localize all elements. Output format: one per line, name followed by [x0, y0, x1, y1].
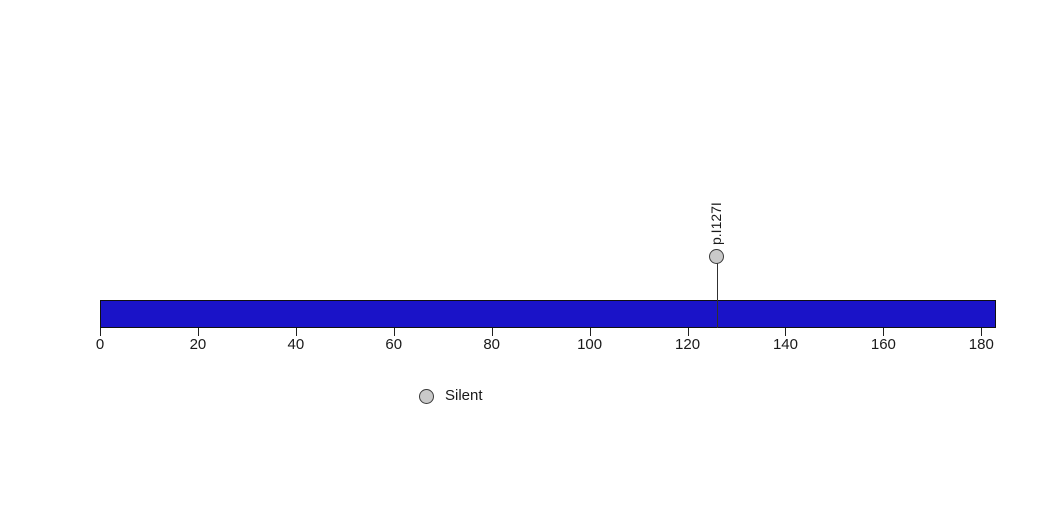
axis-tick-label: 60	[385, 336, 403, 353]
axis-tick	[589, 328, 591, 336]
lollipop-head-marker[interactable]	[709, 248, 725, 264]
axis-tick	[295, 328, 297, 336]
protein-backbone-bar[interactable]	[100, 300, 996, 328]
axis-tick-label: 40	[287, 336, 305, 353]
axis-tick	[393, 328, 395, 336]
axis-tick-label: 120	[675, 336, 701, 353]
axis-tick	[100, 328, 101, 336]
legend-label: Silent	[445, 387, 483, 404]
axis-tick-label: 180	[968, 336, 994, 353]
lollipop-label: p.I127I	[707, 201, 724, 245]
lollipop-stem	[717, 256, 718, 328]
legend: Silent	[419, 388, 483, 404]
axis-tick-label: 20	[189, 336, 207, 353]
axis-tick-label: 0	[95, 336, 105, 353]
axis-tick	[883, 328, 885, 336]
axis-tick-label: 100	[577, 336, 603, 353]
axis-tick	[981, 328, 983, 336]
axis-tick-label: 160	[870, 336, 896, 353]
axis-tick-label: 80	[483, 336, 501, 353]
legend-item[interactable]: Silent	[419, 388, 483, 404]
axis-tick	[687, 328, 689, 336]
axis-tick	[785, 328, 787, 336]
axis-tick	[491, 328, 493, 336]
axis-tick	[197, 328, 199, 336]
axis-tick-label: 140	[772, 336, 798, 353]
legend-circle-icon	[419, 388, 434, 404]
